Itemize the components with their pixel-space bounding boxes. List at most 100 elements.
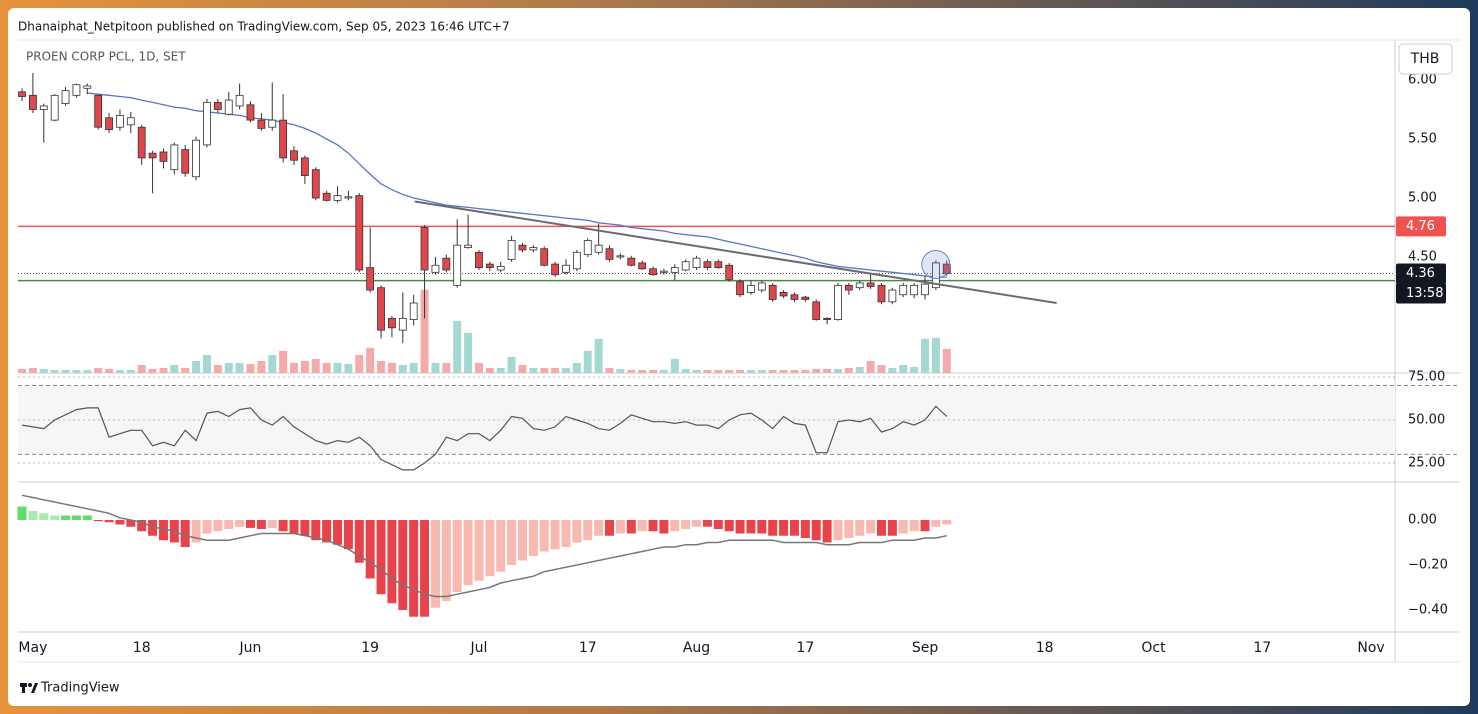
candle-body — [572, 251, 581, 270]
macd-histogram-bar — [887, 520, 897, 536]
candle-body — [148, 152, 157, 159]
macd-histogram-bar — [311, 520, 321, 541]
candle-body — [931, 262, 940, 289]
macd-histogram-bar — [572, 520, 582, 543]
candle-body — [496, 266, 505, 271]
volume-bar — [322, 362, 331, 373]
volume-bar — [464, 332, 473, 373]
candle-body — [649, 268, 657, 276]
logo — [20, 683, 38, 693]
x-tick-label: Jun — [239, 640, 262, 656]
candle-body — [899, 284, 908, 296]
macd-histogram-bar — [71, 515, 81, 521]
volume-bar — [899, 364, 908, 373]
candle-body — [366, 267, 375, 291]
macd-histogram-bar — [800, 520, 810, 538]
macd-histogram-bar — [768, 520, 778, 536]
volume-bar — [833, 368, 842, 373]
volume-bar — [409, 362, 418, 373]
x-tick-label: 19 — [361, 640, 379, 656]
volume-bar — [812, 368, 821, 373]
macd-histogram-bar — [561, 520, 571, 547]
macd-histogram-bar — [213, 520, 223, 532]
volume-bar — [268, 354, 277, 373]
volume-bar — [768, 369, 777, 373]
candle-body — [83, 85, 92, 89]
volume-bar — [790, 369, 799, 373]
volume-bar — [72, 369, 81, 373]
candle-body — [213, 102, 222, 110]
candle-body — [638, 262, 647, 270]
macd-histogram-bar — [594, 520, 604, 536]
volume-bar — [290, 362, 299, 373]
candle-body — [420, 227, 429, 271]
macd-histogram-bar — [28, 511, 38, 521]
macd-histogram-bar — [876, 520, 886, 536]
volume-bar — [137, 364, 146, 373]
candle-body — [747, 284, 755, 293]
candle-body — [322, 192, 331, 201]
candle-body — [116, 115, 124, 128]
candle-body — [670, 267, 679, 273]
x-tick-label: May — [18, 640, 47, 656]
macd-histogram-bar — [779, 520, 789, 536]
x-tick-label: Sep — [912, 640, 939, 656]
volume-bar — [627, 369, 636, 373]
volume-bar — [213, 364, 222, 373]
macd-histogram-bar — [637, 520, 647, 532]
y-tick-label: −0.20 — [1408, 557, 1448, 572]
volume-bar — [746, 369, 755, 373]
candle-body — [279, 119, 288, 159]
macd-histogram-bar — [702, 520, 712, 527]
volume-bar — [61, 369, 70, 373]
candle-body — [779, 292, 788, 297]
macd-histogram-bar — [322, 520, 332, 543]
candle-body — [757, 282, 766, 291]
volume-bar — [344, 363, 353, 373]
symbol: PROEN CORP PCL, 1D, SET — [26, 50, 186, 64]
candle-body — [812, 301, 821, 320]
macd-histogram-bar — [245, 520, 255, 528]
volume-bar — [670, 358, 679, 373]
x-tick-label: 18 — [133, 640, 151, 656]
macd-histogram-bar — [474, 520, 484, 581]
macd-histogram-bar — [104, 520, 114, 523]
volume-bar — [50, 369, 59, 373]
volume-bar — [681, 368, 690, 373]
volume-bar — [855, 366, 864, 373]
volume-bar — [192, 360, 201, 373]
macd-histogram-bar — [39, 513, 49, 521]
macd-histogram-bar — [115, 520, 125, 525]
macd-histogram-bar — [398, 520, 408, 610]
trendline — [414, 200, 1057, 305]
macd-histogram-bar — [235, 520, 245, 527]
y-tick-label: −0.40 — [1408, 602, 1448, 617]
volume-bar — [83, 369, 92, 373]
volume-bar — [757, 369, 766, 373]
candle-body — [290, 150, 298, 161]
candle-body — [888, 289, 897, 303]
macd-histogram-bar — [735, 520, 745, 534]
volume-bar — [94, 367, 103, 373]
macd-histogram-bar — [441, 520, 451, 601]
volume-bar — [540, 367, 549, 373]
macd-histogram-bar — [256, 520, 266, 530]
volume-bar — [398, 364, 407, 373]
macd-histogram-bar — [659, 520, 669, 534]
macd-histogram-bar — [811, 520, 821, 541]
x-tick-label: Aug — [683, 640, 710, 656]
macd-histogram-bar — [61, 515, 71, 521]
volume-bar — [126, 369, 135, 373]
candle-body — [377, 287, 385, 331]
candle-body — [844, 284, 853, 291]
volume-bar — [507, 356, 516, 373]
candle-body — [518, 244, 527, 251]
candle-body — [453, 244, 462, 286]
macd-histogram-bar — [692, 520, 702, 527]
currency: THB — [1410, 51, 1440, 67]
candle-body — [39, 105, 48, 110]
volume-bar — [714, 369, 723, 373]
candle-body — [714, 261, 723, 269]
